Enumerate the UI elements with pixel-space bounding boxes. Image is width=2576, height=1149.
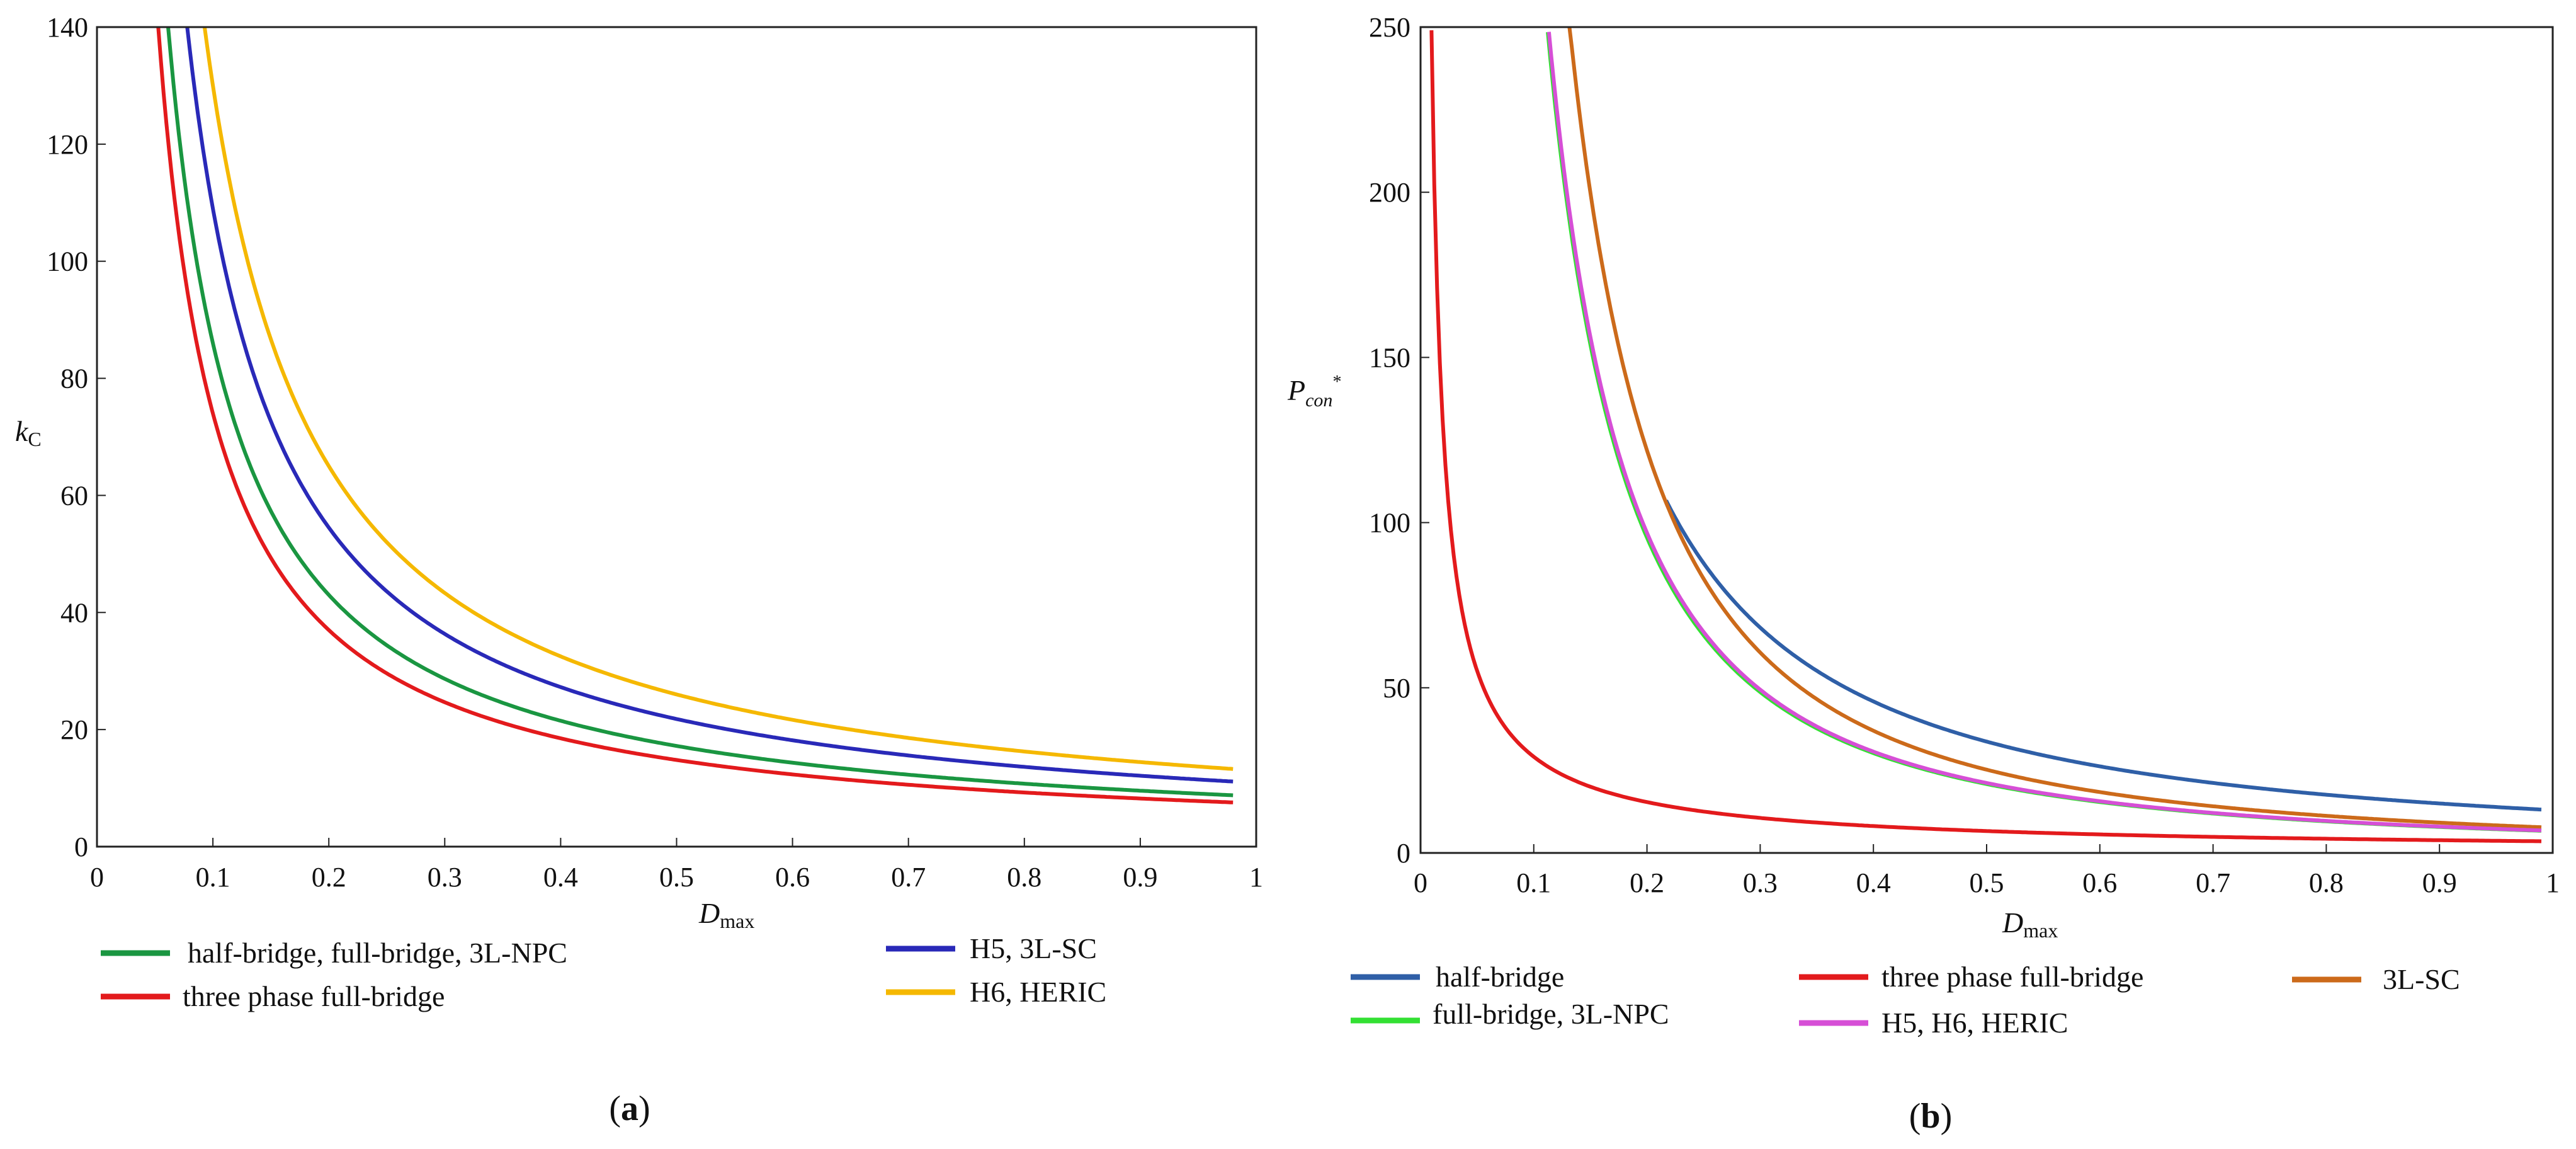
a-y-tick-label: 0 — [74, 832, 88, 862]
a-caption: (a) — [609, 1089, 650, 1128]
b-y-tick-label: 250 — [1369, 12, 1410, 43]
a-series-group — [156, 26, 1234, 804]
b-x-tick-label: 1 — [2546, 867, 2560, 898]
panel-b: 0 0.1 0.2 0.3 0.4 0.5 0.6 0.7 0.8 0.9 1 0 50 100 150 2… — [1287, 12, 2560, 1136]
a-x-axis-label: Dmax — [698, 897, 754, 932]
a-series-h6-heric — [203, 27, 1234, 771]
a-y-tick-label: 40 — [60, 597, 88, 628]
b-x-tick-label: 0.2 — [1630, 867, 1664, 898]
b-caption: (b) — [1909, 1097, 1952, 1136]
a-plot-frame — [96, 26, 1257, 848]
b-x-tick-label: 0.4 — [1856, 867, 1891, 898]
a-series-h5-3l-sc — [185, 27, 1234, 784]
a-y-tick-label: 120 — [47, 129, 88, 160]
a-y-tick-label: 20 — [60, 714, 88, 745]
a-x-tick-label: 0.5 — [659, 862, 694, 893]
a-x-tick-label: 0.9 — [1123, 862, 1157, 893]
a-x-tick-label: 0.8 — [1007, 862, 1041, 893]
b-plot-frame — [1419, 26, 2554, 854]
a-x-ticks: 0 0.1 0.2 0.3 0.4 0.5 0.6 0.7 0.8 0.9 1 — [90, 838, 1263, 893]
a-x-tick-label: 0.2 — [312, 862, 346, 893]
b-y-tick-label: 50 — [1383, 673, 1410, 704]
a-x-tick-label: 0.7 — [891, 862, 926, 893]
a-y-tick-label: 80 — [60, 363, 88, 394]
b-series-three-phase-full-bridge — [1429, 30, 2542, 843]
a-x-tick-label: 0.1 — [196, 862, 230, 893]
a-x-tick-label: 0 — [90, 862, 104, 893]
b-x-tick-label: 0.1 — [1516, 867, 1551, 898]
b-x-tick-label: 0 — [1414, 867, 1427, 898]
b-x-tick-label: 0.8 — [2309, 867, 2344, 898]
b-series-h5-h6-heric — [1546, 31, 2542, 833]
b-legend-label-half-bridge: half-bridge — [1436, 961, 1564, 993]
a-x-tick-label: 0.4 — [543, 862, 578, 893]
b-x-tick-label: 0.6 — [2082, 867, 2117, 898]
b-x-tick-label: 0.3 — [1743, 867, 1778, 898]
a-y-axis-label: kC — [15, 415, 42, 450]
a-legend: half-bridge, full-bridge, 3L-NPC three p… — [101, 932, 1106, 1012]
b-x-tick-label: 0.5 — [1970, 867, 2004, 898]
b-series-half-bridge — [1664, 500, 2542, 812]
b-series-3l-sc — [1567, 26, 2542, 830]
b-x-tick-label: 0.7 — [2196, 867, 2230, 898]
b-legend-label-3l-sc: 3L-SC — [2383, 963, 2460, 995]
b-y-tick-label: 150 — [1369, 342, 1410, 373]
a-x-tick-label: 0.6 — [775, 862, 810, 893]
b-legend-label-full-bridge-3l-npc: full-bridge, 3L-NPC — [1433, 998, 1669, 1030]
a-legend-label-three-phase-full-bridge: three phase full-bridge — [183, 980, 445, 1012]
b-y-tick-label: 100 — [1369, 508, 1410, 539]
a-series-three-phase-full-bridge — [156, 27, 1234, 804]
b-series-group — [1429, 26, 2542, 843]
a-legend-label-h6-heric: H6, HERIC — [970, 976, 1106, 1008]
b-series-full-bridge-3l-npc — [1546, 31, 2542, 833]
b-y-axis-label: Pcon* — [1287, 372, 1341, 411]
a-series-half-bridge-full-bridge-3l-npc — [166, 26, 1234, 797]
b-legend: half-bridge three phase full-bridge 3L-S… — [1351, 961, 2460, 1039]
a-x-tick-label: 0.3 — [428, 862, 462, 893]
b-y-tick-label: 0 — [1397, 838, 1410, 869]
b-y-ticks: 0 50 100 150 200 250 — [1369, 12, 1429, 869]
b-x-tick-label: 0.9 — [2422, 867, 2457, 898]
b-legend-label-three-phase-full-bridge: three phase full-bridge — [1881, 961, 2143, 993]
panel-a: 0 0.1 0.2 0.3 0.4 0.5 0.6 0.7 0.8 0.9 1 0 20 40 60 80 1… — [15, 12, 1263, 1128]
a-y-tick-label: 140 — [47, 12, 88, 43]
a-y-tick-label: 60 — [60, 480, 88, 511]
a-y-ticks: 0 20 40 60 80 100 120 140 — [47, 12, 106, 862]
b-x-ticks: 0 0.1 0.2 0.3 0.4 0.5 0.6 0.7 0.8 0.9 1 — [1414, 844, 2560, 898]
a-y-tick-label: 100 — [47, 246, 88, 277]
b-y-tick-label: 200 — [1369, 177, 1410, 208]
a-x-tick-label: 1 — [1249, 862, 1263, 893]
b-legend-label-h5-h6-heric: H5, H6, HERIC — [1881, 1007, 2068, 1039]
a-legend-label-h5-3l-sc: H5, 3L-SC — [970, 932, 1097, 964]
b-x-axis-label: Dmax — [2002, 906, 2058, 942]
a-legend-label-half-bridge-full-bridge-3l-npc: half-bridge, full-bridge, 3L-NPC — [188, 937, 567, 969]
